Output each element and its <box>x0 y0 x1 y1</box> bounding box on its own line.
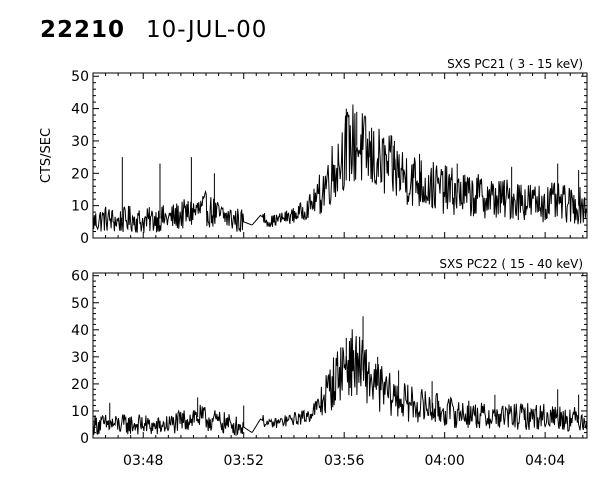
y-axis-label: CTS/SEC <box>39 128 54 183</box>
y-tick-label: 50 <box>71 69 89 85</box>
y-tick-label: 30 <box>71 134 89 150</box>
y-tick-label: 10 <box>71 404 89 420</box>
plot-frame <box>92 272 588 439</box>
x-tick-label: 04:00 <box>424 453 464 469</box>
y-tick-label: 40 <box>71 102 89 118</box>
x-tick-label: 03:56 <box>324 453 364 469</box>
plot-header: 22210 10-JUL-00 <box>0 0 600 60</box>
x-tick-label: 03:48 <box>123 453 163 469</box>
count-rate-trace <box>92 329 588 437</box>
observation-id: 22210 <box>40 17 126 43</box>
plot-frame <box>92 72 588 239</box>
y-tick-label: 60 <box>71 269 89 285</box>
panel-title: SXS PC22 ( 15 - 40 keV) <box>439 257 583 271</box>
panel-sxs-pc22: SXS PC22 ( 15 - 40 keV) 0 10 20 30 40 50 60 03:4… <box>71 257 588 469</box>
y-tick-label: 10 <box>71 199 89 215</box>
y-tick-label: 50 <box>71 296 89 312</box>
panel-title: SXS PC21 ( 3 - 15 keV) <box>447 57 583 71</box>
panel-sxs-pc21: SXS PC21 ( 3 - 15 keV) 0 10 20 30 40 50 CTS/SEC <box>39 57 588 247</box>
y-tick-label: 0 <box>80 231 89 247</box>
y-tick-label: 20 <box>71 166 89 182</box>
observation-date: 10-JUL-00 <box>146 17 268 43</box>
y-tick-label: 40 <box>71 323 89 339</box>
y-tick-label: 20 <box>71 377 89 393</box>
y-tick-label: 0 <box>80 431 89 447</box>
x-tick-label: 04:04 <box>525 453 565 469</box>
count-rate-trace <box>92 104 588 233</box>
x-tick-label: 03:52 <box>224 453 264 469</box>
y-tick-label: 30 <box>71 350 89 366</box>
